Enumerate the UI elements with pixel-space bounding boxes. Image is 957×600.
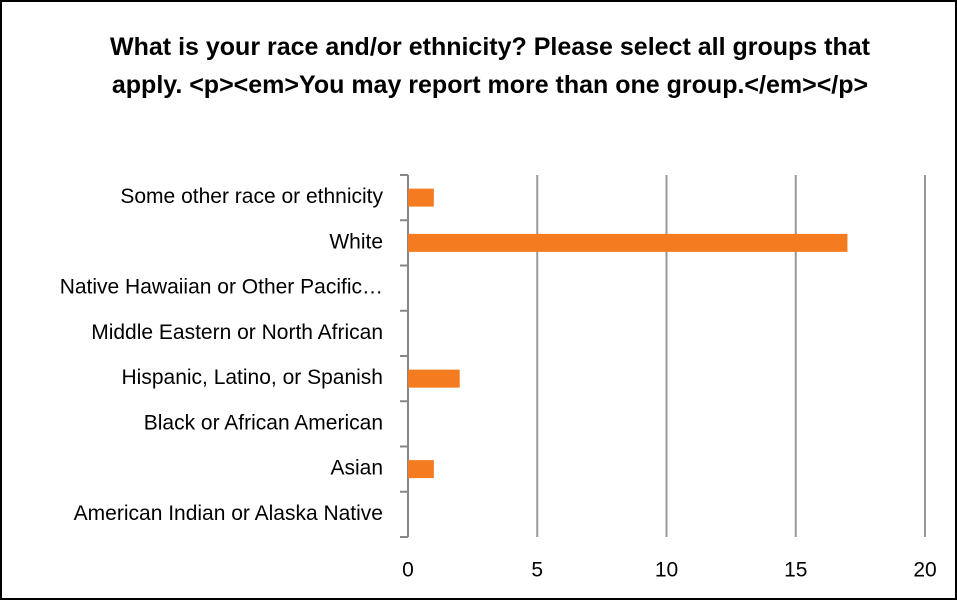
x-tick-label: 10 — [655, 559, 678, 582]
y-tick-label: American Indian or Alaska Native — [74, 502, 383, 525]
x-tick-label: 0 — [402, 559, 414, 582]
bar — [408, 188, 434, 207]
bar — [408, 460, 434, 479]
y-tick-label: Native Hawaiian or Other Pacific… — [60, 276, 383, 299]
x-tick-label: 15 — [784, 559, 807, 582]
y-tick-label: Middle Eastern or North African — [91, 321, 383, 344]
x-tick-label: 5 — [531, 559, 543, 582]
x-tick-label: 20 — [913, 559, 936, 582]
bar — [408, 233, 848, 252]
y-tick-label: Hispanic, Latino, or Spanish — [122, 366, 384, 389]
y-tick-label: Asian — [330, 457, 383, 480]
chart-title: What is your race and/or ethnicity? Plea… — [110, 33, 870, 99]
y-tick-label: Black or African American — [144, 411, 383, 434]
y-tick-label: White — [329, 230, 383, 253]
y-tick-label: Some other race or ethnicity — [120, 185, 383, 208]
bar — [408, 369, 460, 388]
